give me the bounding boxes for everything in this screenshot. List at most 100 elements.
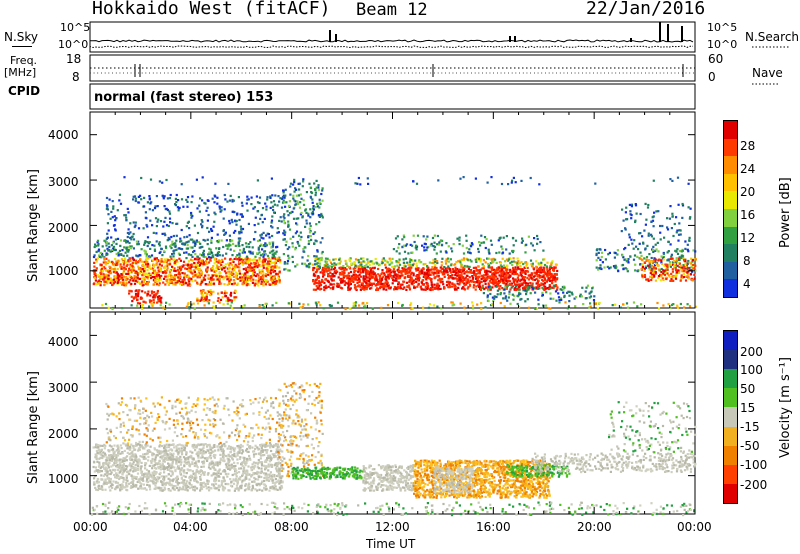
power-mark [403,280,406,283]
power-mark [158,282,161,285]
power-mark [240,261,243,264]
power-mark [115,242,118,245]
power-mark [670,278,673,281]
power-mark [129,289,132,293]
power-mark [622,268,625,271]
velocity-mark [267,463,270,466]
power-mark [189,238,192,241]
power-mark [275,272,278,275]
power-mark [682,272,685,275]
power-mark [323,286,326,289]
power-mark [198,272,201,275]
power-mark [270,219,274,222]
power-mark [637,248,640,251]
power-mark [205,296,208,299]
power-mark [225,252,228,255]
power-mark [276,231,279,234]
power-mark [231,239,234,242]
power-mark [516,257,519,260]
power-mark [439,250,442,253]
power-mark [118,193,122,196]
power-mark [160,258,163,261]
power-mark [287,302,290,305]
power-mark [265,273,268,276]
velocity-mark [252,467,255,470]
power-mark [561,285,564,289]
power-mark [283,196,286,199]
power-mark [230,272,233,276]
power-mark [176,270,179,273]
power-mark [682,275,686,279]
power-mark [472,284,476,287]
power-mark [688,261,691,264]
velocity-mark [108,486,111,489]
power-mark [423,246,426,249]
power-mark [240,305,243,308]
power-mark [485,286,488,289]
power-mark [195,274,198,277]
power-mark [129,236,132,239]
power-mark [265,205,268,208]
power-mark [207,213,210,217]
power-mark [127,246,130,249]
power-mark [515,268,518,271]
power-mark [349,257,352,260]
power-mark [677,261,680,264]
power-mark [193,262,196,265]
power-mark [383,272,386,275]
power-mark [332,275,335,278]
power-mark [517,266,520,269]
power-mark [119,239,122,242]
power-mark [204,256,207,259]
power-mark [133,195,137,198]
power-mark [252,274,255,277]
power-mark [443,266,446,269]
power-mark [206,219,209,222]
power-mark [271,304,274,307]
power-mark [517,274,520,277]
power-mark [125,282,128,285]
power-mark [317,301,320,304]
power-mark [271,244,275,247]
power-mark [225,299,228,302]
power-mark [193,224,196,227]
power-mark [245,202,248,205]
power-mark [287,204,291,207]
power-mark [307,254,310,258]
power-mark [177,276,180,279]
power-mark [112,278,115,281]
power-mark [375,279,378,282]
power-mark [520,269,523,272]
power-mark [200,273,203,276]
power-mark [154,271,157,274]
power-mark [467,267,470,270]
power-mark [284,267,287,271]
power-mark [663,236,666,239]
power-mark [361,265,364,269]
power-mark [271,265,274,268]
power-mark [174,281,177,284]
power-mark [219,260,223,263]
power-mark [513,271,516,274]
power-mark [485,269,488,272]
power-mark [318,287,321,290]
power-mark [546,268,549,271]
power-mark [233,249,236,252]
power-mark [451,250,454,253]
power-mark [280,206,284,209]
power-mark [259,264,262,268]
power-mark [125,239,128,242]
power-mark [480,307,483,311]
power-mark [381,277,384,280]
power-mark [608,251,611,254]
power-mark [113,264,116,267]
power-mark [282,219,285,222]
power-mark [231,198,234,202]
power-mark [554,290,558,293]
power-mark [163,270,167,273]
power-mark [127,272,130,275]
power-mark [462,176,465,179]
power-mark [513,268,516,271]
power-mark [410,278,413,281]
power-mark [314,281,317,284]
